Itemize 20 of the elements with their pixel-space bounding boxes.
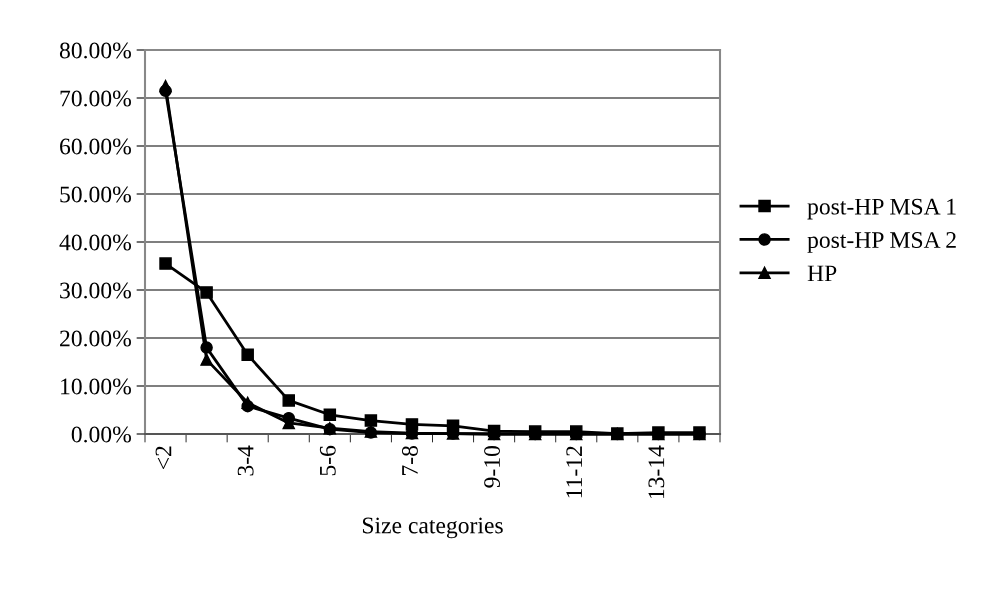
x-axis-title: Size categories — [362, 517, 503, 539]
y-tick-label: 30.00% — [60, 282, 131, 299]
y-tick-label: 80.00% — [59, 42, 131, 59]
y-tick-label: 70.00% — [60, 90, 131, 107]
x-tick-label: 13-14 — [648, 445, 665, 499]
legend-label: post-HP MSA 2 — [807, 232, 956, 253]
y-tick-label: 10.00% — [61, 378, 131, 395]
legend-label: HP — [807, 265, 837, 282]
x-tick-label: 9-10 — [484, 446, 501, 488]
y-tick-label: 0.00% — [71, 426, 131, 443]
x-tick-label: 7-8 — [401, 446, 418, 476]
y-tick-label: 20.00% — [60, 330, 131, 347]
x-tick-label: <2 — [155, 446, 172, 470]
y-tick-label: 50.00% — [60, 186, 131, 203]
x-tick-label: 5-6 — [319, 445, 336, 476]
x-tick-label: 3-4 — [237, 445, 254, 476]
y-tick-label: 40.00% — [59, 234, 131, 251]
x-tick-label: 11-12 — [566, 446, 582, 498]
legend-label: post-HP MSA 1 — [807, 198, 956, 220]
y-tick-label: 60.00% — [60, 138, 131, 155]
